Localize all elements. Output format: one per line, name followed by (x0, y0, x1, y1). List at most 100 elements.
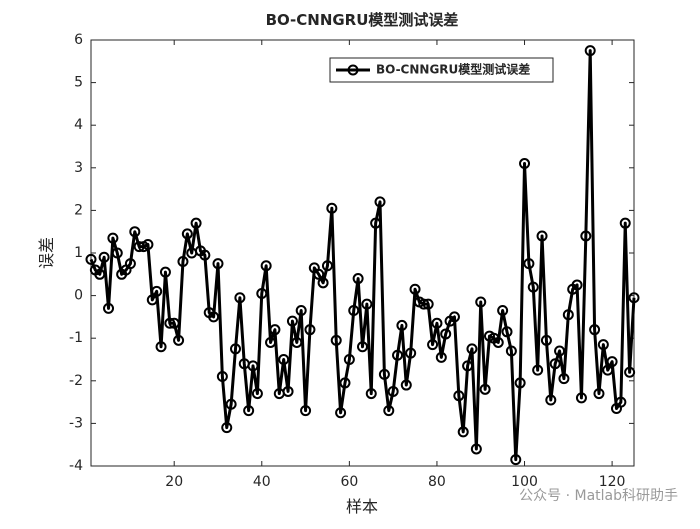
data-point (431, 317, 443, 329)
data-point (343, 354, 355, 365)
series-line (89, 49, 636, 462)
y-tick-label: 2 (74, 202, 83, 218)
data-point (597, 339, 609, 351)
data-point (457, 426, 469, 438)
legend-marker (347, 64, 359, 76)
data-point (251, 388, 263, 400)
data-point (396, 319, 408, 331)
data-point (212, 258, 224, 270)
data-point (558, 373, 570, 385)
data-point (554, 345, 566, 357)
data-point (208, 311, 220, 323)
data-point (427, 339, 439, 351)
y-tick-label: 5 (74, 75, 83, 91)
data-point (155, 341, 167, 353)
data-point (286, 315, 298, 327)
data-point (352, 273, 364, 285)
y-tick-label: 0 (74, 288, 83, 304)
data-point (335, 407, 347, 419)
data-point (295, 305, 307, 317)
watermark: 公众号 · Matlab科研助手 (519, 488, 678, 504)
data-point (383, 405, 395, 417)
data-point (190, 217, 202, 229)
data-point (536, 230, 548, 242)
data-point (348, 305, 360, 317)
data-point (225, 398, 237, 410)
data-point (523, 258, 535, 270)
chart-title: BO-CNNGRU模型测试误差 (266, 11, 459, 29)
data-point (418, 298, 430, 310)
y-tick-label: 6 (74, 32, 83, 48)
data-point (510, 454, 522, 466)
data-point (571, 279, 583, 291)
data-point (440, 328, 452, 340)
data-point (549, 358, 561, 370)
data-point (124, 258, 136, 270)
data-point (593, 388, 605, 400)
data-point (479, 383, 491, 395)
data-point (181, 228, 193, 240)
data-point (462, 360, 474, 372)
data-point (339, 377, 351, 389)
data-point (405, 347, 417, 359)
data-point (505, 345, 517, 357)
data-point (409, 283, 421, 295)
data-point (357, 341, 368, 353)
data-point (575, 392, 587, 404)
y-tick-label: -3 (69, 415, 83, 431)
data-point (326, 202, 338, 214)
y-tick-label: -4 (69, 458, 83, 474)
data-point (615, 396, 627, 408)
data-point (589, 324, 601, 336)
data-point (291, 336, 303, 348)
data-point (532, 364, 544, 376)
data-point (278, 354, 290, 365)
data-point (545, 394, 557, 406)
data-point (269, 324, 281, 336)
data-point (313, 268, 325, 280)
data-point (619, 217, 631, 229)
y-tick-label: -1 (69, 330, 83, 346)
data-point (216, 371, 228, 383)
data-point (168, 317, 180, 329)
data-point (435, 351, 447, 363)
data-point (282, 385, 294, 397)
data-point (492, 336, 504, 348)
data-point (624, 366, 636, 378)
data-point (321, 260, 333, 272)
data-point (98, 251, 110, 263)
data-point (527, 281, 539, 293)
y-tick-label: 3 (74, 160, 83, 176)
data-point (374, 196, 386, 208)
x-tick-label: 40 (253, 474, 271, 490)
y-tick-label: 1 (74, 245, 83, 261)
y-tick-label: -2 (69, 373, 83, 389)
data-point (470, 443, 482, 455)
data-point (448, 311, 460, 323)
data-point (260, 260, 272, 272)
data-point (304, 324, 316, 336)
data-point (256, 287, 268, 299)
data-point (243, 405, 255, 417)
x-axis-label: 样本 (346, 497, 378, 516)
data-point (111, 247, 123, 259)
data-point (628, 292, 640, 304)
data-point (159, 266, 171, 278)
x-tick-label: 120 (599, 474, 626, 490)
data-point (370, 217, 382, 229)
legend-label: BO-CNNGRU模型测试误差 (376, 62, 530, 77)
data-point (453, 390, 465, 402)
plot-area (90, 39, 635, 467)
data-point (129, 226, 141, 238)
data-point (501, 326, 513, 338)
data-point (602, 364, 614, 376)
data-point (230, 343, 242, 355)
data-point (199, 249, 211, 261)
data-point (540, 334, 552, 346)
data-point (365, 388, 377, 400)
data-point (221, 422, 233, 434)
data-point (400, 379, 412, 391)
data-point (378, 368, 390, 380)
y-tick-label: 4 (74, 117, 83, 133)
data-point (497, 305, 509, 317)
